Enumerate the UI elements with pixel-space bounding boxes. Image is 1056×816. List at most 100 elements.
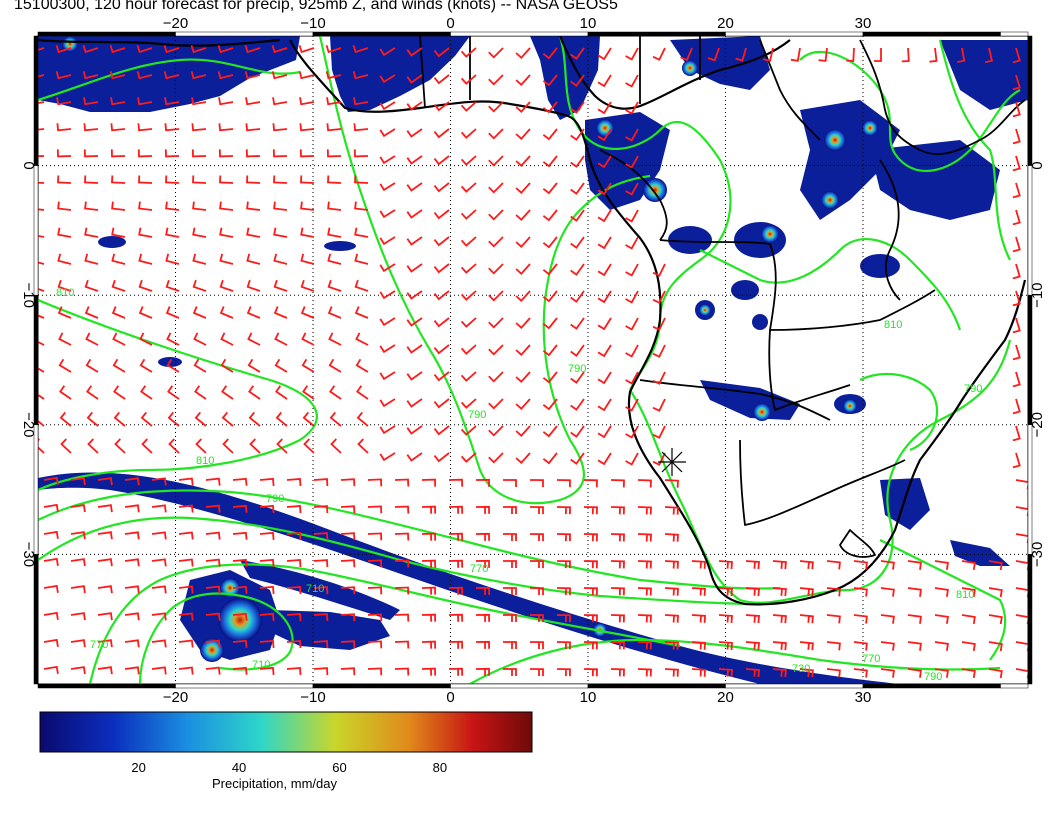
wind-barb bbox=[192, 201, 207, 211]
wind-barb bbox=[625, 155, 639, 169]
wind-barb bbox=[232, 558, 248, 567]
axis-bar-segment bbox=[33, 294, 39, 426]
wind-barb bbox=[597, 209, 612, 223]
wind-barb bbox=[826, 641, 841, 651]
wind-barb bbox=[192, 227, 207, 238]
wind-barb bbox=[901, 47, 910, 63]
contour-label: 790 bbox=[266, 493, 284, 505]
wind-barb bbox=[217, 71, 234, 80]
wind-barb bbox=[503, 533, 517, 541]
wind-barb bbox=[84, 201, 99, 211]
wind-barb bbox=[625, 371, 639, 385]
precip-cell bbox=[824, 129, 846, 151]
wind-barb bbox=[205, 504, 221, 513]
wind-barb bbox=[246, 279, 261, 292]
wind-barb bbox=[597, 290, 612, 304]
wind-barb bbox=[529, 668, 544, 677]
wind-barb bbox=[556, 506, 571, 515]
axis-bar-segment bbox=[725, 31, 864, 37]
wind-barb bbox=[488, 155, 504, 167]
wind-barb bbox=[488, 209, 504, 221]
wind-barb bbox=[326, 97, 342, 106]
contour-line bbox=[138, 592, 294, 684]
wind-barb bbox=[193, 358, 207, 373]
wind-barb bbox=[165, 201, 180, 211]
wind-barb bbox=[433, 425, 450, 436]
wind-barb bbox=[83, 149, 99, 158]
wind-barb bbox=[1015, 614, 1028, 625]
wind-barb bbox=[597, 182, 612, 196]
wind-barb bbox=[83, 97, 99, 106]
precip-area bbox=[734, 222, 786, 258]
wind-barb bbox=[59, 385, 72, 400]
wind-barb bbox=[232, 531, 248, 540]
precip-area bbox=[950, 540, 1010, 566]
wind-barb bbox=[379, 344, 396, 354]
wind-barb bbox=[460, 155, 477, 166]
wind-barb bbox=[625, 101, 639, 115]
wind-barb bbox=[433, 74, 450, 85]
colorbar-tick-label: 20 bbox=[131, 760, 146, 775]
precip-area bbox=[940, 40, 1028, 110]
wind-barb bbox=[84, 279, 99, 292]
wind-barb bbox=[57, 175, 72, 184]
wind-barb bbox=[460, 371, 477, 382]
wind-barb bbox=[597, 101, 612, 115]
wind-barb bbox=[460, 290, 477, 301]
precip-cell bbox=[200, 638, 224, 662]
wind-barb bbox=[818, 47, 828, 62]
wind-barb bbox=[273, 227, 288, 238]
wind-barb bbox=[259, 558, 275, 567]
wind-barb bbox=[406, 209, 423, 219]
wind-barb bbox=[38, 101, 45, 104]
wind-barb bbox=[379, 398, 396, 408]
wind-barb bbox=[583, 641, 598, 650]
wind-barb bbox=[556, 614, 571, 623]
wind-barb bbox=[246, 253, 261, 265]
wind-barb bbox=[97, 639, 113, 648]
wind-barb bbox=[151, 531, 167, 540]
wind-barb bbox=[625, 425, 639, 439]
wind-barb bbox=[353, 97, 369, 106]
wind-barb bbox=[988, 587, 1003, 598]
wind-barb bbox=[221, 385, 234, 400]
wind-barb bbox=[488, 290, 504, 302]
precip-cell bbox=[761, 225, 779, 243]
wind-barb bbox=[934, 560, 949, 570]
wind-barb bbox=[246, 227, 261, 238]
contour-label: 770 bbox=[470, 563, 488, 575]
wind-barb bbox=[217, 45, 234, 54]
wind-barb bbox=[112, 358, 126, 373]
wind-barb bbox=[272, 123, 288, 132]
coastline-layer bbox=[38, 36, 1027, 606]
wind-barb bbox=[97, 504, 113, 513]
wind-barb bbox=[570, 182, 585, 195]
wind-barb bbox=[1012, 344, 1021, 361]
contour-label: 710 bbox=[252, 659, 270, 671]
contour-label: 770 bbox=[862, 653, 880, 665]
wind-barb bbox=[488, 47, 504, 59]
wind-barb bbox=[286, 640, 302, 649]
lon-tick-label-bottom: −10 bbox=[300, 689, 325, 706]
lat-tick-label-left: −10 bbox=[20, 282, 37, 307]
wind-barb bbox=[625, 182, 639, 196]
wind-barb bbox=[652, 452, 666, 466]
wind-barb bbox=[367, 559, 383, 568]
wind-barb bbox=[406, 155, 423, 165]
wind-barb bbox=[1015, 587, 1028, 598]
precip-cell bbox=[682, 60, 698, 76]
wind-barb bbox=[637, 533, 652, 542]
wind-barb bbox=[880, 641, 895, 651]
wind-barb bbox=[433, 317, 450, 328]
wind-barb bbox=[191, 123, 207, 132]
axis-bar-segment bbox=[33, 35, 39, 166]
wind-barb bbox=[1012, 263, 1021, 280]
wind-barb bbox=[327, 306, 342, 319]
wind-barb bbox=[232, 477, 248, 486]
wind-barb bbox=[957, 47, 966, 63]
wind-barb bbox=[138, 201, 153, 211]
wind-barb bbox=[664, 479, 679, 488]
precip-cell bbox=[862, 120, 878, 136]
precip-cell bbox=[699, 304, 711, 316]
wind-barb bbox=[961, 587, 976, 598]
